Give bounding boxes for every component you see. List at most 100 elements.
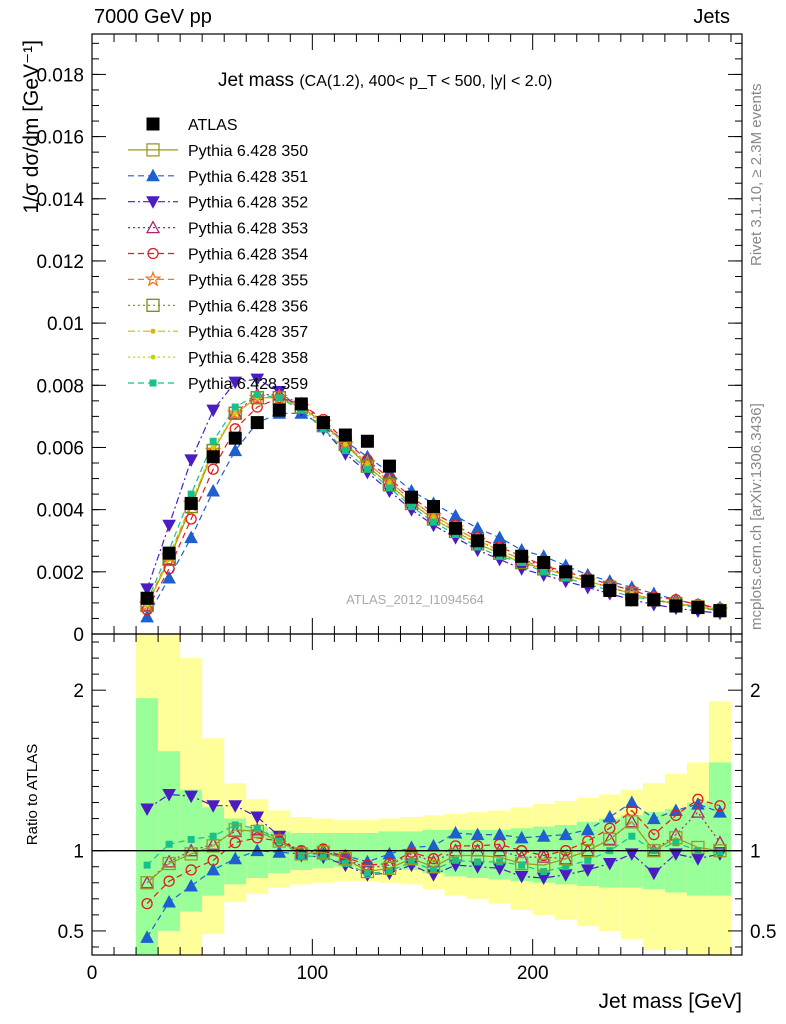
ratio-point	[602, 832, 617, 846]
legend-marker	[146, 298, 160, 312]
data-point	[540, 568, 548, 576]
ratio-point	[537, 858, 551, 872]
legend-marker	[146, 117, 160, 131]
ratio-point	[140, 803, 154, 816]
data-point	[342, 441, 348, 447]
ratio-point	[514, 870, 529, 884]
atlas-point	[493, 543, 507, 557]
data-point	[341, 447, 349, 455]
data-point	[430, 518, 438, 526]
ratio-point	[691, 840, 705, 855]
ratio-y-tick-label: 1	[73, 842, 84, 863]
data-point	[184, 454, 198, 467]
ratio-point	[184, 878, 198, 892]
ratio-point	[624, 814, 639, 828]
ratio-y-tick-label-right: 2	[750, 681, 761, 702]
ratio-point	[162, 854, 177, 868]
ratio-point	[692, 793, 704, 805]
ratio-point	[562, 863, 570, 871]
ratio-point	[628, 832, 636, 840]
ratio-point	[514, 830, 529, 844]
legend-marker	[149, 379, 157, 387]
data-point	[232, 410, 238, 416]
ratio-point	[470, 848, 485, 863]
y-tick-label: 0.018	[36, 65, 84, 86]
ratio-point	[518, 861, 526, 869]
ratio-point	[672, 839, 680, 847]
legend-marker	[144, 270, 162, 287]
ratio-point	[602, 858, 617, 871]
ratio-point	[206, 862, 221, 876]
data-point	[184, 530, 198, 544]
data-point	[273, 392, 285, 404]
ratio-point	[712, 835, 728, 849]
data-point	[207, 463, 219, 475]
ratio-point	[515, 856, 529, 871]
ratio-point	[582, 835, 594, 847]
atlas-point	[559, 565, 573, 579]
atlas-point	[360, 434, 374, 448]
ratio-point	[690, 804, 706, 818]
uncertainty-band-stat	[708, 762, 731, 896]
ratio-point	[140, 930, 154, 943]
ratio-point	[294, 847, 308, 861]
legend-entry: Pythia 6.428 359	[128, 376, 308, 393]
ratio-point	[669, 848, 683, 861]
atlas-point	[691, 601, 705, 615]
ratio-point	[452, 856, 460, 864]
atlas-point	[669, 599, 683, 613]
y-axis-label: 1/σ dσ/dm [GeV⁻¹]	[20, 40, 43, 214]
ratio-point	[162, 856, 176, 871]
atlas-data-points	[140, 397, 727, 618]
atlas-point	[581, 574, 595, 588]
ratio-point	[536, 849, 551, 863]
ratio-point	[229, 837, 241, 849]
ratio-point	[470, 827, 485, 841]
y-tick-label: 0.004	[36, 501, 84, 522]
ratio-point	[297, 851, 305, 859]
data-point	[162, 519, 176, 533]
ratio-point	[647, 811, 661, 825]
legend-label: Pythia 6.428 353	[188, 221, 308, 238]
ratio-point	[493, 838, 506, 850]
legend-marker	[145, 220, 161, 234]
atlas-point	[537, 555, 551, 569]
y-tick-label: 0.008	[36, 376, 84, 397]
legend-label: Pythia 6.428 359	[188, 376, 308, 393]
atlas-point	[294, 397, 308, 411]
ratio-point	[272, 845, 287, 858]
atlas-point	[713, 604, 727, 618]
data-point	[231, 403, 239, 411]
data-point	[363, 465, 371, 473]
ratio-point	[206, 839, 220, 853]
ratio-point	[250, 824, 264, 839]
legend-marker	[146, 168, 160, 182]
data-point	[140, 609, 154, 623]
atlas-point	[647, 593, 661, 607]
legend-entry: Pythia 6.428 357	[128, 324, 308, 341]
y-tick-label: 0.014	[36, 190, 84, 211]
ratio-series-line	[146, 820, 721, 884]
data-point	[140, 583, 154, 596]
data-point	[275, 394, 283, 402]
atlas-point	[382, 459, 396, 473]
atlas-point	[316, 416, 330, 430]
ratio-point	[206, 800, 221, 813]
ratio-y-tick-label-right: 0.5	[750, 922, 776, 943]
data-point	[470, 521, 485, 534]
ratio-point	[253, 824, 261, 832]
ratio-point	[363, 869, 371, 877]
ratio-point	[584, 856, 592, 864]
ratio-point	[143, 861, 151, 869]
ratio-point	[228, 851, 243, 865]
ratio-y-tick-label: 0.5	[58, 922, 84, 943]
ratio-point	[670, 809, 682, 822]
legend-marker	[146, 143, 160, 157]
legend-entry: Pythia 6.428 358	[128, 350, 308, 367]
uncertainty-band-stat	[136, 698, 159, 955]
ratio-point	[162, 789, 176, 802]
ratio-point	[426, 860, 441, 874]
ratio-point	[184, 790, 198, 804]
data-point	[492, 530, 507, 544]
legend-entry: Pythia 6.428 354	[128, 247, 308, 264]
